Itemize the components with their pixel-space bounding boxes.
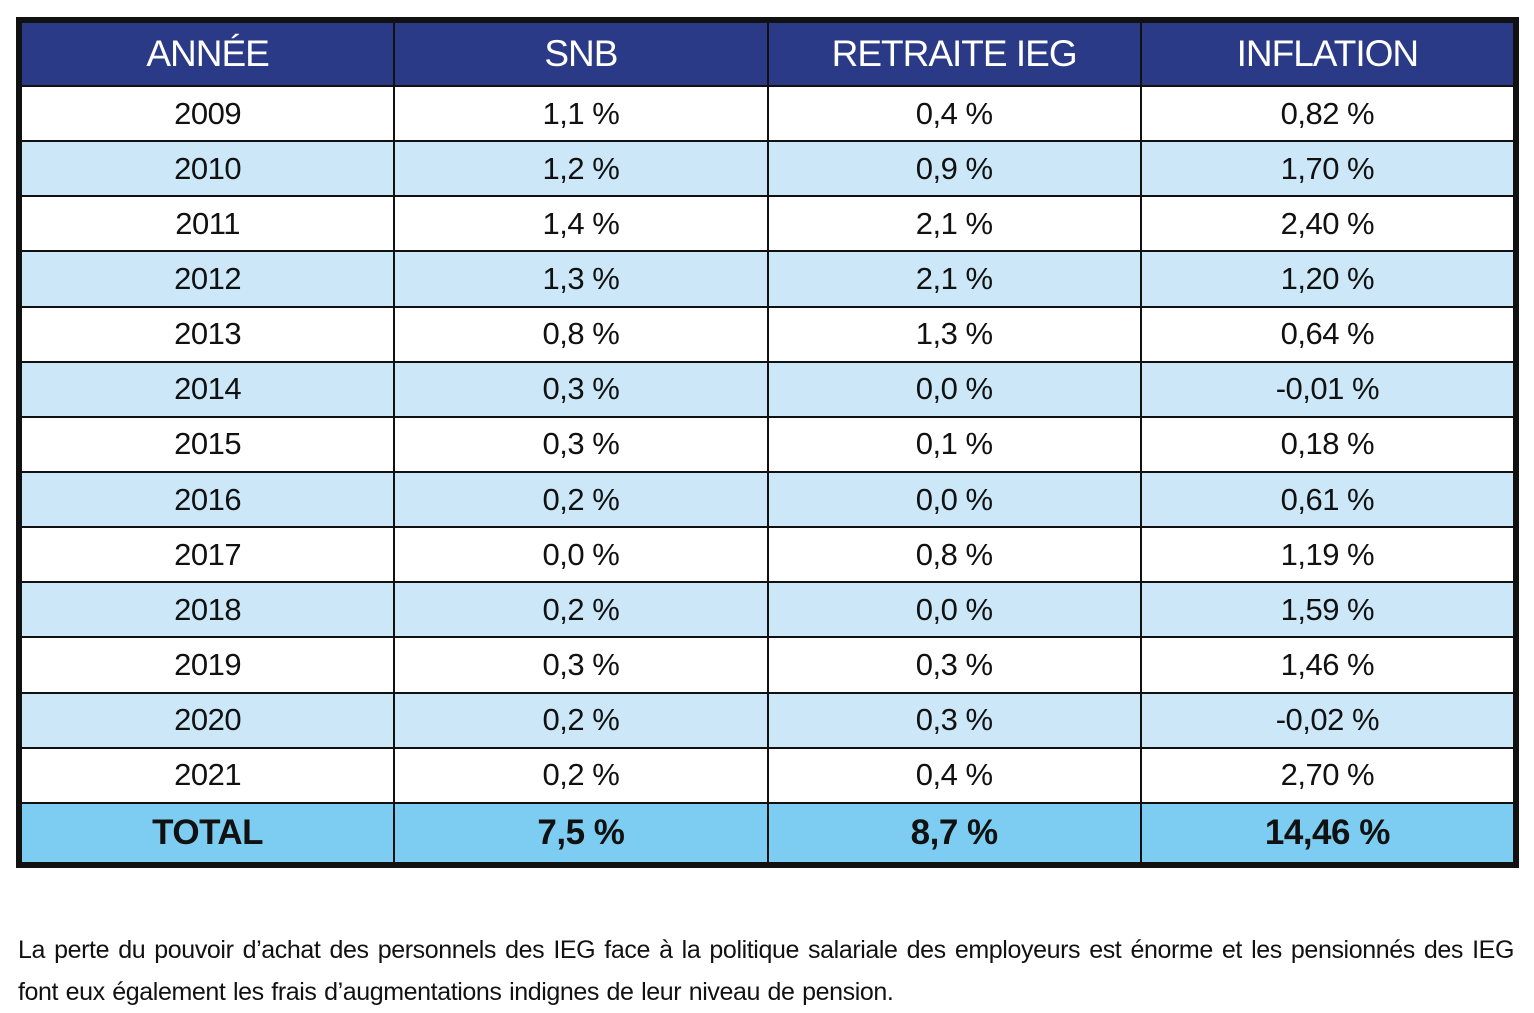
cell-retraite-ieg: 0,0 %: [766, 470, 1142, 529]
table-header: ANNÉE SNB RETRAITE IEG INFLATION: [19, 21, 1516, 87]
cell-annee: 2018: [19, 581, 396, 639]
table-body: 2009 1,1 % 0,4 % 0,82 % 2010 1,2 % 0,9 %…: [19, 84, 1516, 805]
cell-snb: 0,3 %: [393, 415, 769, 473]
column-header-inflation: INFLATION: [1139, 21, 1516, 87]
cell-annee: 2013: [19, 305, 396, 363]
cell-retraite-ieg: 2,1 %: [766, 250, 1142, 308]
cell-snb: 0,8 %: [393, 305, 769, 363]
cell-inflation: 1,46 %: [1139, 636, 1516, 694]
cell-annee: 2021: [19, 746, 396, 805]
cell-snb: 0,2 %: [393, 581, 769, 639]
data-table: ANNÉE SNB RETRAITE IEG INFLATION 2009 1,…: [19, 21, 1516, 864]
cell-snb: 0,3 %: [393, 360, 769, 418]
cell-retraite-ieg: 0,3 %: [766, 691, 1142, 749]
table-row: 2017 0,0 % 0,8 % 1,19 %: [19, 526, 1516, 584]
data-table-frame: ANNÉE SNB RETRAITE IEG INFLATION 2009 1,…: [16, 17, 1519, 868]
total-snb: 7,5 %: [393, 802, 769, 864]
table-row: 2018 0,2 % 0,0 % 1,59 %: [19, 581, 1516, 639]
cell-annee: 2019: [19, 636, 396, 694]
cell-inflation: 2,70 %: [1139, 746, 1516, 805]
table-row: 2009 1,1 % 0,4 % 0,82 %: [19, 84, 1516, 143]
table-row: 2021 0,2 % 0,4 % 2,70 %: [19, 746, 1516, 805]
column-header-snb: SNB: [393, 21, 769, 87]
cell-inflation: 1,59 %: [1139, 581, 1516, 639]
cell-annee: 2012: [19, 250, 396, 308]
table-footer: TOTAL 7,5 % 8,7 % 14,46 %: [19, 802, 1516, 864]
cell-inflation: 1,19 %: [1139, 526, 1516, 584]
table-row: 2013 0,8 % 1,3 % 0,64 %: [19, 305, 1516, 363]
cell-annee: 2016: [19, 470, 396, 529]
cell-snb: 0,0 %: [393, 526, 769, 584]
cell-retraite-ieg: 0,0 %: [766, 581, 1142, 639]
cell-snb: 1,1 %: [393, 84, 769, 143]
cell-retraite-ieg: 0,8 %: [766, 526, 1142, 584]
total-retraite-ieg: 8,7 %: [766, 802, 1142, 864]
table-row: 2010 1,2 % 0,9 % 1,70 %: [19, 140, 1516, 198]
cell-annee: 2011: [19, 195, 396, 253]
cell-inflation: -0,01 %: [1139, 360, 1516, 418]
column-header-annee: ANNÉE: [19, 21, 396, 87]
cell-annee: 2017: [19, 526, 396, 584]
cell-retraite-ieg: 0,9 %: [766, 140, 1142, 198]
cell-retraite-ieg: 0,1 %: [766, 415, 1142, 473]
cell-retraite-ieg: 0,3 %: [766, 636, 1142, 694]
cell-snb: 1,3 %: [393, 250, 769, 308]
cell-inflation: 0,61 %: [1139, 470, 1516, 529]
cell-inflation: 2,40 %: [1139, 195, 1516, 253]
total-row: TOTAL 7,5 % 8,7 % 14,46 %: [19, 802, 1516, 864]
header-row: ANNÉE SNB RETRAITE IEG INFLATION: [19, 21, 1516, 87]
total-inflation: 14,46 %: [1139, 802, 1516, 864]
total-label: TOTAL: [19, 802, 396, 864]
column-header-retraite-ieg: RETRAITE IEG: [766, 21, 1142, 87]
cell-inflation: 0,82 %: [1139, 84, 1516, 143]
table-row: 2016 0,2 % 0,0 % 0,61 %: [19, 470, 1516, 529]
cell-inflation: -0,02 %: [1139, 691, 1516, 749]
table-row: 2019 0,3 % 0,3 % 1,46 %: [19, 636, 1516, 694]
caption-text: La perte du pouvoir d’achat des personne…: [18, 936, 1514, 1006]
cell-snb: 0,2 %: [393, 470, 769, 529]
cell-retraite-ieg: 0,0 %: [766, 360, 1142, 418]
cell-retraite-ieg: 0,4 %: [766, 84, 1142, 143]
cell-retraite-ieg: 2,1 %: [766, 195, 1142, 253]
cell-inflation: 0,18 %: [1139, 415, 1516, 473]
cell-retraite-ieg: 0,4 %: [766, 746, 1142, 805]
table-row: 2015 0,3 % 0,1 % 0,18 %: [19, 415, 1516, 473]
cell-inflation: 0,64 %: [1139, 305, 1516, 363]
cell-annee: 2020: [19, 691, 396, 749]
cell-snb: 1,2 %: [393, 140, 769, 198]
cell-annee: 2015: [19, 415, 396, 473]
table-row: 2014 0,3 % 0,0 % -0,01 %: [19, 360, 1516, 418]
cell-inflation: 1,70 %: [1139, 140, 1516, 198]
cell-snb: 0,3 %: [393, 636, 769, 694]
cell-annee: 2010: [19, 140, 396, 198]
table-row: 2011 1,4 % 2,1 % 2,40 %: [19, 195, 1516, 253]
table-row: 2012 1,3 % 2,1 % 1,20 %: [19, 250, 1516, 308]
cell-snb: 0,2 %: [393, 746, 769, 805]
table-row: 2020 0,2 % 0,3 % -0,02 %: [19, 691, 1516, 749]
cell-annee: 2009: [19, 84, 396, 143]
cell-snb: 1,4 %: [393, 195, 769, 253]
cell-annee: 2014: [19, 360, 396, 418]
cell-inflation: 1,20 %: [1139, 250, 1516, 308]
cell-snb: 0,2 %: [393, 691, 769, 749]
cell-retraite-ieg: 1,3 %: [766, 305, 1142, 363]
